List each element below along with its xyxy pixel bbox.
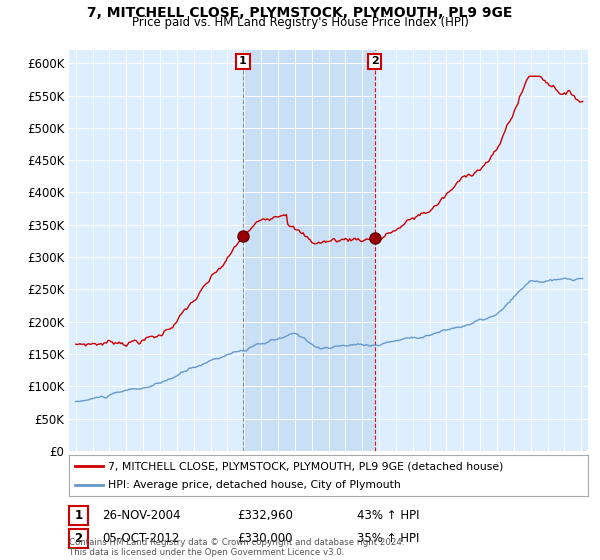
Text: 26-NOV-2004: 26-NOV-2004 [102,508,181,522]
Text: Price paid vs. HM Land Registry's House Price Index (HPI): Price paid vs. HM Land Registry's House … [131,16,469,29]
Text: 7, MITCHELL CLOSE, PLYMSTOCK, PLYMOUTH, PL9 9GE (detached house): 7, MITCHELL CLOSE, PLYMSTOCK, PLYMOUTH, … [108,461,503,471]
Text: 2: 2 [74,531,83,545]
Text: 35% ↑ HPI: 35% ↑ HPI [357,531,419,545]
Text: Contains HM Land Registry data © Crown copyright and database right 2024.
This d: Contains HM Land Registry data © Crown c… [69,538,404,557]
Text: 05-OCT-2012: 05-OCT-2012 [102,531,179,545]
Bar [243,50,375,451]
Text: £330,000: £330,000 [237,531,293,545]
Text: £332,960: £332,960 [237,508,293,522]
Text: 7, MITCHELL CLOSE, PLYMSTOCK, PLYMOUTH, PL9 9GE: 7, MITCHELL CLOSE, PLYMSTOCK, PLYMOUTH, … [88,6,512,20]
Text: 2: 2 [371,57,379,67]
Text: 1: 1 [239,57,247,67]
Text: 1: 1 [74,508,83,522]
Text: HPI: Average price, detached house, City of Plymouth: HPI: Average price, detached house, City… [108,480,401,489]
Text: 43% ↑ HPI: 43% ↑ HPI [357,508,419,522]
